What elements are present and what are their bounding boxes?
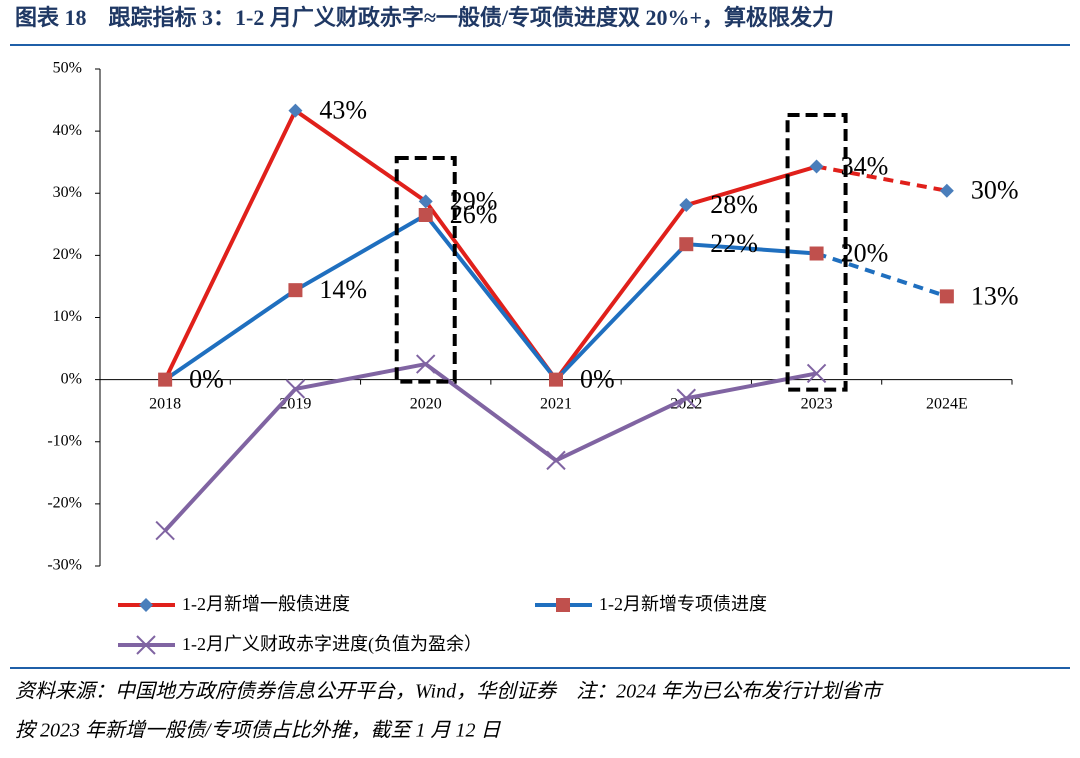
data-point xyxy=(288,103,303,118)
data-label: 13% xyxy=(971,281,1019,310)
y-tick-label: 10% xyxy=(53,308,82,325)
series-line xyxy=(164,212,817,383)
data-point xyxy=(416,354,436,374)
data-label: 20% xyxy=(841,238,889,267)
data-label: 14% xyxy=(319,275,367,304)
legend-label: 1-2月新增专项债进度 xyxy=(599,594,767,614)
y-tick-label: 40% xyxy=(53,122,82,139)
legend-marker xyxy=(139,598,153,612)
x-tick-label: 2020 xyxy=(410,395,442,412)
data-point xyxy=(418,194,433,209)
data-point xyxy=(155,520,175,541)
data-point xyxy=(806,363,827,384)
y-tick-label: 20% xyxy=(53,246,82,263)
legend-label: 1-2月新增一般债进度 xyxy=(182,594,350,614)
series-line xyxy=(163,107,818,383)
data-label: 29% xyxy=(450,186,498,215)
series-line xyxy=(163,361,817,532)
source-note: 按 2023 年新增一般债/专项债占比外推，截至 1 月 12 日 xyxy=(15,720,502,742)
x-tick-label: 2021 xyxy=(540,395,572,412)
source-note: 资料来源：中国地方政府债券信息公开平台，Wind，华创证券 注：2024 年为已… xyxy=(15,681,884,703)
data-point xyxy=(809,159,824,174)
x-tick-label: 2024E xyxy=(926,395,968,412)
y-tick-label: 50% xyxy=(53,60,82,77)
y-tick-label: -30% xyxy=(47,557,82,574)
x-tick-label: 2018 xyxy=(149,395,181,412)
legend-marker xyxy=(556,598,570,612)
legend-label: 1-2月广义财政赤字进度(负值为盈余） xyxy=(182,634,482,655)
data-label: 0% xyxy=(189,365,224,394)
data-point xyxy=(418,207,433,222)
chart-title: 图表 18 跟踪指标 3：1-2 月广义财政赤字≈一般债/专项债进度双 20%+… xyxy=(15,5,834,30)
data-point xyxy=(939,183,954,198)
data-label: 26% xyxy=(450,200,498,229)
data-point xyxy=(285,379,306,399)
y-tick-label: -10% xyxy=(47,432,82,449)
data-point xyxy=(679,237,694,252)
y-tick-label: 30% xyxy=(53,184,82,201)
highlight-box xyxy=(394,156,457,384)
data-label: 22% xyxy=(710,229,758,258)
x-tick-label: 2023 xyxy=(801,395,833,412)
data-label: 34% xyxy=(841,152,889,181)
legend-marker xyxy=(136,635,156,655)
data-label: 43% xyxy=(319,96,367,125)
series-line xyxy=(815,251,948,299)
x-tick-label: 2022 xyxy=(670,395,702,412)
data-label: 30% xyxy=(971,176,1019,205)
highlight-box xyxy=(785,113,848,392)
data-point xyxy=(679,198,694,213)
data-point xyxy=(158,372,173,387)
y-tick-label: -20% xyxy=(47,495,82,512)
data-point xyxy=(549,372,563,387)
data-label: 28% xyxy=(710,190,758,219)
data-point xyxy=(288,283,303,298)
data-point xyxy=(546,450,566,471)
data-point xyxy=(809,246,824,261)
y-tick-label: 0% xyxy=(61,370,82,387)
data-point xyxy=(939,289,954,304)
data-point xyxy=(676,388,696,408)
series-line xyxy=(816,164,948,193)
data-label: 0% xyxy=(580,365,615,394)
